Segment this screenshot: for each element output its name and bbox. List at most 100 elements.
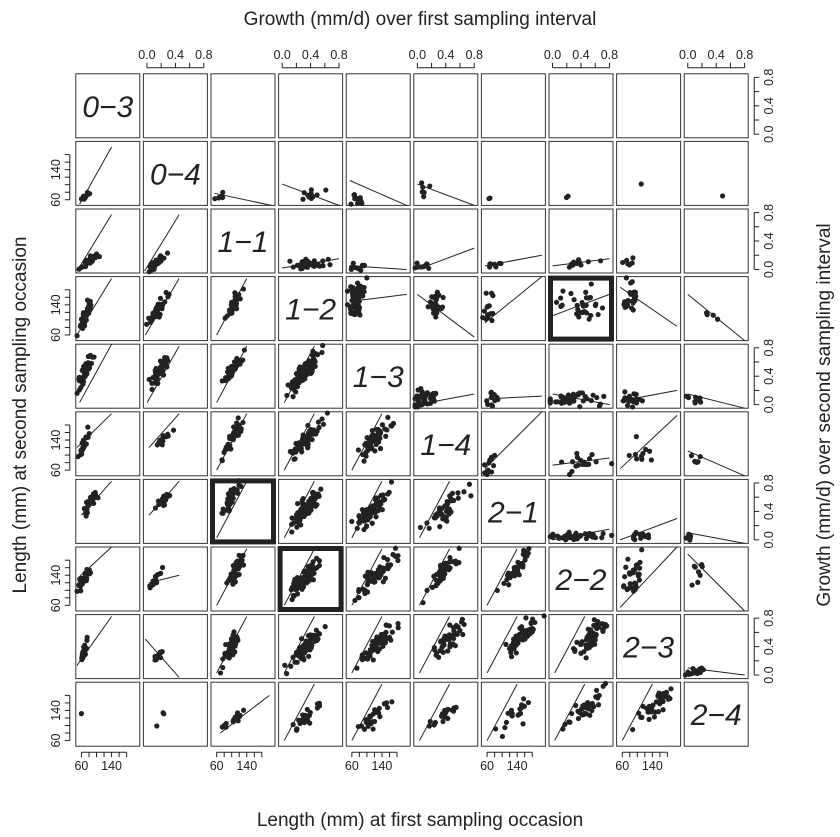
highlight-box bbox=[210, 478, 276, 545]
fit-line bbox=[419, 616, 451, 674]
data-point bbox=[319, 349, 325, 356]
data-point bbox=[624, 402, 631, 409]
data-point bbox=[316, 700, 323, 706]
data-point bbox=[311, 427, 317, 433]
data-point bbox=[484, 468, 491, 474]
data-point bbox=[582, 531, 588, 537]
data-point bbox=[372, 448, 378, 454]
data-point bbox=[78, 316, 84, 322]
data-point bbox=[234, 421, 240, 427]
data-point bbox=[415, 387, 421, 393]
data-point bbox=[579, 390, 586, 396]
data-point bbox=[157, 295, 164, 301]
data-point bbox=[76, 387, 82, 393]
data-point bbox=[162, 299, 168, 305]
data-point bbox=[529, 616, 536, 622]
data-point bbox=[385, 491, 391, 497]
data-point bbox=[154, 723, 160, 729]
data-point bbox=[78, 711, 85, 717]
data-point bbox=[388, 479, 395, 485]
data-point bbox=[158, 655, 164, 661]
data-point bbox=[558, 295, 564, 301]
data-point bbox=[236, 713, 243, 720]
data-point bbox=[306, 712, 313, 719]
data-point bbox=[656, 690, 662, 696]
data-point bbox=[592, 302, 599, 309]
data-point bbox=[503, 641, 509, 648]
data-point bbox=[642, 534, 648, 540]
data-point bbox=[435, 305, 441, 312]
data-point bbox=[371, 579, 377, 585]
data-point bbox=[149, 386, 155, 393]
fit-line bbox=[214, 192, 272, 206]
data-point bbox=[148, 264, 154, 270]
data-point bbox=[296, 367, 303, 374]
data-point bbox=[370, 657, 376, 663]
data-point bbox=[415, 398, 422, 404]
data-point bbox=[305, 633, 312, 639]
panel-1-8 bbox=[548, 73, 614, 139]
panel-3-10 bbox=[683, 208, 749, 274]
data-point bbox=[573, 530, 579, 536]
data-point bbox=[385, 635, 391, 641]
data-point bbox=[81, 368, 88, 374]
fit-line bbox=[417, 293, 475, 338]
data-point bbox=[438, 305, 445, 312]
data-point bbox=[284, 392, 290, 399]
data-point bbox=[355, 304, 361, 310]
data-point bbox=[226, 641, 232, 647]
data-point bbox=[484, 398, 490, 404]
fit-line bbox=[619, 414, 678, 470]
tick-label: 60 bbox=[210, 759, 224, 773]
data-point bbox=[299, 636, 305, 642]
data-point bbox=[588, 638, 594, 644]
data-point bbox=[687, 533, 694, 539]
fit-line bbox=[419, 683, 451, 741]
data-point bbox=[696, 667, 702, 673]
data-point bbox=[719, 193, 726, 199]
data-point bbox=[440, 569, 447, 575]
data-point bbox=[508, 649, 514, 656]
data-point bbox=[294, 659, 300, 665]
data-point bbox=[301, 657, 307, 663]
data-point bbox=[513, 636, 519, 642]
data-point bbox=[288, 449, 295, 455]
data-point bbox=[240, 286, 247, 292]
data-point bbox=[165, 433, 171, 439]
data-point bbox=[440, 294, 446, 301]
data-point bbox=[395, 625, 401, 631]
tick-label: 0.4 bbox=[762, 97, 776, 114]
data-point bbox=[490, 463, 497, 469]
data-point bbox=[240, 419, 246, 426]
data-point bbox=[575, 715, 582, 722]
data-point bbox=[574, 639, 580, 645]
fit-line bbox=[419, 481, 451, 538]
data-point bbox=[433, 297, 439, 303]
tick-label: 0.0 bbox=[409, 48, 426, 62]
data-point bbox=[488, 402, 495, 408]
data-point bbox=[586, 461, 592, 468]
data-point bbox=[228, 446, 234, 452]
data-point bbox=[609, 532, 615, 538]
data-point bbox=[294, 384, 301, 390]
data-point bbox=[349, 290, 356, 296]
data-point bbox=[301, 261, 307, 267]
data-point bbox=[521, 696, 527, 702]
data-point bbox=[550, 531, 556, 537]
data-point bbox=[320, 342, 326, 349]
data-point bbox=[517, 561, 523, 567]
data-point bbox=[431, 722, 437, 728]
data-point bbox=[359, 200, 365, 206]
panel-6-6 bbox=[413, 411, 479, 477]
panel-10-2 bbox=[142, 681, 208, 747]
tick-label: 0.8 bbox=[195, 48, 212, 62]
tick-label: 140 bbox=[101, 759, 122, 773]
data-point bbox=[167, 492, 173, 499]
data-point bbox=[350, 260, 356, 266]
data-point bbox=[457, 627, 463, 634]
data-point bbox=[431, 647, 438, 653]
data-point bbox=[300, 196, 306, 202]
data-point bbox=[447, 622, 453, 628]
data-point bbox=[314, 637, 320, 644]
data-point bbox=[307, 360, 313, 367]
